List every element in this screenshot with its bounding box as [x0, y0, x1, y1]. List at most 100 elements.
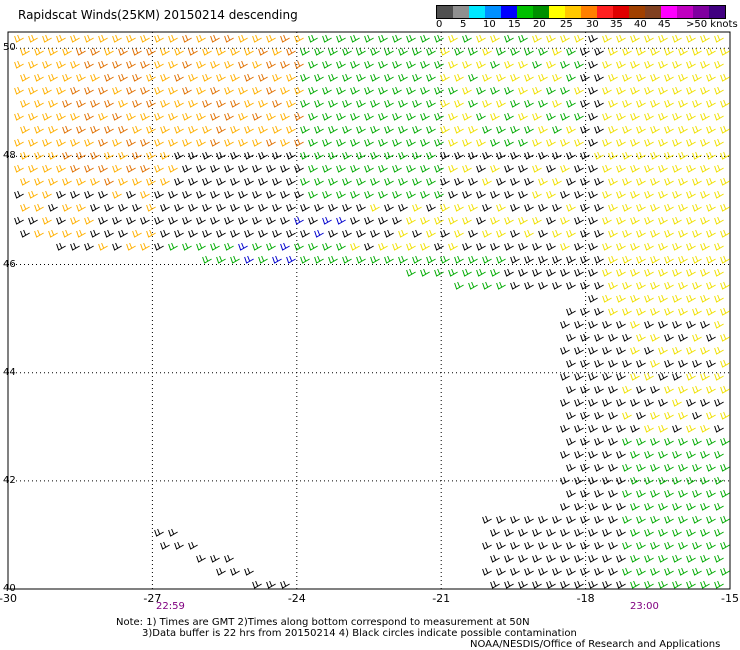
wind-barb	[630, 112, 640, 121]
wind-barb	[714, 372, 724, 381]
wind-barb	[286, 73, 296, 82]
wind-barb	[678, 515, 688, 524]
wind-barb	[314, 151, 324, 160]
wind-barb	[62, 47, 72, 56]
wind-barb	[48, 73, 58, 82]
wind-barb	[420, 112, 430, 121]
wind-barb	[630, 138, 640, 147]
wind-barb	[420, 190, 430, 199]
wind-barb	[294, 34, 304, 43]
wind-barb	[322, 138, 332, 147]
wind-barb	[686, 294, 696, 303]
wind-barb	[146, 73, 156, 82]
wind-barb	[504, 138, 514, 147]
wind-barb	[706, 151, 716, 160]
wind-barb	[538, 99, 548, 108]
wind-barb	[538, 255, 548, 264]
legend-label: 5	[460, 19, 467, 30]
wind-barb	[650, 515, 660, 524]
wind-barb	[356, 177, 366, 186]
wind-barb	[686, 580, 696, 589]
wind-barb	[566, 229, 576, 238]
wind-barb	[706, 333, 716, 342]
wind-barb	[574, 268, 584, 277]
wind-barb	[392, 86, 402, 95]
wind-barb	[90, 73, 100, 82]
wind-barb	[532, 34, 542, 43]
wind-barb	[364, 190, 374, 199]
wind-barb	[168, 242, 178, 251]
wind-barb	[706, 567, 716, 576]
wind-barb	[350, 60, 360, 69]
wind-barb	[174, 73, 184, 82]
wind-barb	[644, 138, 654, 147]
wind-barb	[622, 489, 632, 498]
wind-barb	[658, 476, 668, 485]
wind-barb	[706, 307, 716, 316]
wind-barb	[28, 138, 38, 147]
wind-barb	[566, 411, 576, 420]
wind-barb	[594, 307, 604, 316]
wind-barb	[62, 229, 72, 238]
wind-barb	[490, 138, 500, 147]
wind-barb	[490, 242, 500, 251]
wind-barb	[560, 476, 570, 485]
wind-barb	[286, 151, 296, 160]
wind-barb	[496, 73, 506, 82]
wind-barb	[126, 138, 136, 147]
wind-barb	[594, 47, 604, 56]
wind-barb	[70, 216, 80, 225]
wind-barb	[104, 125, 114, 134]
wind-barb	[532, 60, 542, 69]
wind-barb	[224, 190, 234, 199]
wind-barb	[616, 398, 626, 407]
wind-barb	[720, 437, 730, 446]
wind-barb	[104, 47, 114, 56]
wind-barb	[258, 125, 268, 134]
legend-swatch	[437, 6, 453, 18]
wind-barb	[588, 528, 598, 537]
wind-barb	[384, 203, 394, 212]
wind-barb	[504, 580, 514, 589]
wind-barb	[546, 554, 556, 563]
wind-barb	[490, 216, 500, 225]
wind-barb	[468, 177, 478, 186]
wind-barb	[686, 190, 696, 199]
wind-barb	[434, 268, 444, 277]
wind-barb	[560, 112, 570, 121]
wind-barb	[266, 242, 276, 251]
wind-barb	[616, 164, 626, 173]
wind-barb	[266, 216, 276, 225]
wind-barb	[594, 73, 604, 82]
lon-tick-label: -27	[143, 592, 162, 605]
wind-barb	[336, 60, 346, 69]
wind-barb	[602, 398, 612, 407]
wind-barb	[482, 515, 492, 524]
wind-barb	[588, 112, 598, 121]
wind-barb	[636, 203, 646, 212]
wind-barb	[650, 99, 660, 108]
wind-barb	[238, 86, 248, 95]
wind-barb	[76, 151, 86, 160]
wind-barb	[182, 86, 192, 95]
wind-barb	[672, 502, 682, 511]
wind-barb	[594, 125, 604, 134]
wind-barb	[566, 203, 576, 212]
wind-barb	[154, 138, 164, 147]
wind-barb	[168, 86, 178, 95]
wind-barb	[706, 359, 716, 368]
wind-barb	[580, 281, 590, 290]
wind-barb	[650, 73, 660, 82]
wind-barb	[266, 580, 276, 589]
wind-barb	[678, 359, 688, 368]
wind-barb	[658, 112, 668, 121]
wind-barb	[342, 99, 352, 108]
wind-barb	[546, 60, 556, 69]
wind-barb	[700, 268, 710, 277]
wind-barb	[490, 528, 500, 537]
wind-barb	[602, 528, 612, 537]
wind-barb	[322, 34, 332, 43]
wind-barb	[328, 125, 338, 134]
wind-barb	[664, 541, 674, 550]
wind-barb	[622, 177, 632, 186]
